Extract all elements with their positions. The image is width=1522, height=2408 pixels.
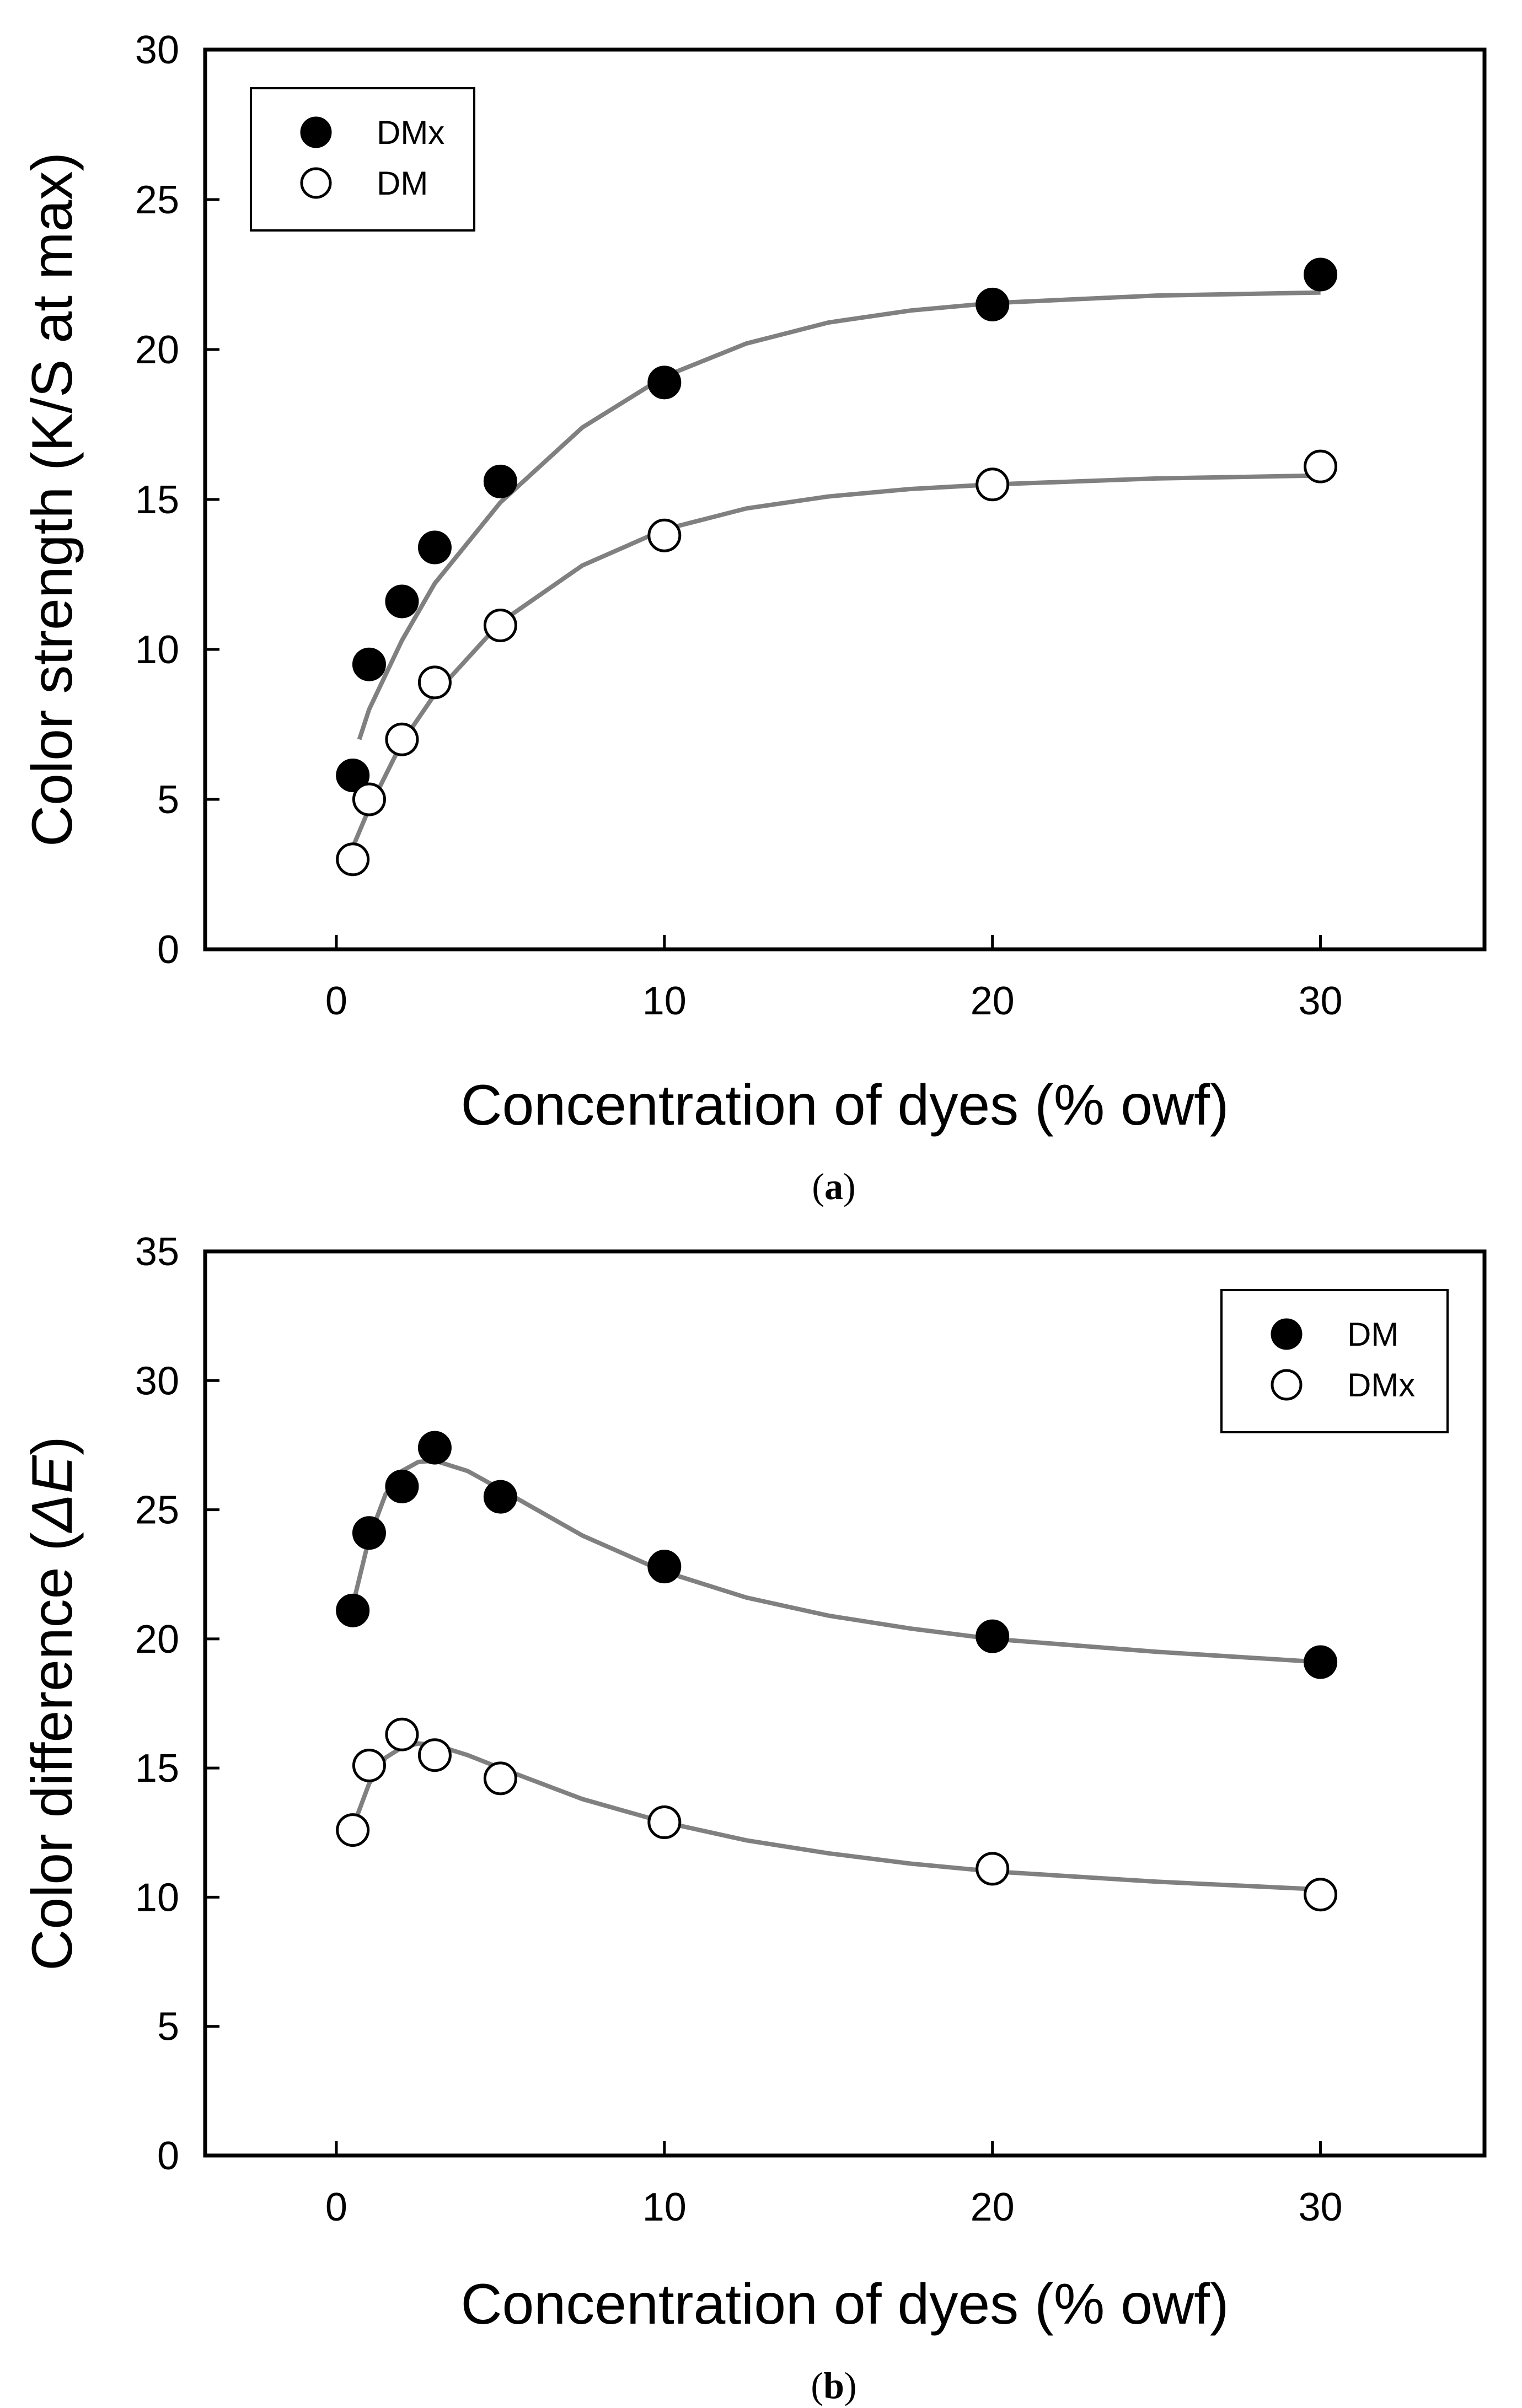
data-point-dm bbox=[336, 1593, 370, 1627]
y-axis-label-suffix: ) bbox=[20, 1436, 84, 1455]
y-tick-label: 0 bbox=[157, 928, 179, 972]
y-axis-label-prefix: Color difference ( bbox=[20, 1532, 84, 1971]
data-point-dm bbox=[483, 1480, 517, 1514]
caption-close-paren: ) bbox=[843, 1165, 856, 1207]
legend: DM DMx bbox=[1220, 1289, 1449, 1433]
data-point-dmx bbox=[336, 1813, 370, 1847]
data-point-dm bbox=[1304, 1645, 1338, 1679]
x-tick-label: 0 bbox=[325, 2185, 347, 2229]
panel-b: 0 5 10 15 20 25 30 35 0 10 20 30 Concentration of dy… bbox=[20, 1230, 1487, 2406]
legend-marker-dmx bbox=[1271, 1369, 1303, 1401]
data-point-dmx bbox=[483, 1761, 517, 1796]
panel-a: 0 5 10 15 20 25 30 0 10 20 30 Concentration of dyes… bbox=[20, 28, 1487, 1207]
data-point-dm bbox=[417, 665, 452, 700]
y-tick-label: 5 bbox=[157, 2005, 179, 2049]
data-point-dmx bbox=[352, 1748, 386, 1782]
fit-line-dmx bbox=[350, 1741, 1321, 1892]
x-tick-label: 30 bbox=[1299, 2185, 1343, 2229]
legend-marker-dm bbox=[1271, 1318, 1303, 1350]
y-tick-label: 0 bbox=[157, 2134, 179, 2178]
y-tick-label: 5 bbox=[157, 778, 179, 822]
x-tick-label: 10 bbox=[642, 979, 687, 1023]
fit-line-dm bbox=[351, 473, 1321, 848]
caption-letter: b bbox=[823, 2364, 844, 2406]
caption-close-paren: ) bbox=[844, 2364, 857, 2406]
y-axis-label: Color difference (ΔE) bbox=[20, 1436, 84, 1971]
data-point-dmx bbox=[1304, 257, 1338, 292]
x-tick-label: 30 bbox=[1299, 979, 1343, 1023]
data-point-dm bbox=[352, 1516, 386, 1550]
panel-caption: (b) bbox=[811, 2364, 856, 2406]
y-tick-label: 15 bbox=[135, 1746, 179, 1791]
caption-open-paren: ( bbox=[811, 2364, 823, 2406]
legend: DMx DM bbox=[250, 87, 475, 232]
legend-marker-dmx bbox=[300, 116, 332, 148]
x-tick-label: 20 bbox=[971, 979, 1015, 1023]
x-axis-label: Concentration of dyes (% owf) bbox=[460, 2272, 1229, 2336]
y-tick-label: 20 bbox=[135, 1617, 179, 1662]
x-tick-label: 10 bbox=[642, 2185, 687, 2229]
data-point-dm bbox=[483, 608, 517, 642]
y-tick-label: 10 bbox=[135, 1875, 179, 1920]
legend-label: DMx bbox=[1347, 1367, 1415, 1404]
legend-label: DMx bbox=[377, 114, 444, 151]
data-point-dm bbox=[647, 1550, 682, 1584]
data-point-dmx bbox=[417, 1738, 452, 1772]
legend-box bbox=[1220, 1289, 1449, 1433]
data-point-dmx bbox=[483, 464, 517, 498]
y-tick-label: 30 bbox=[135, 28, 179, 72]
data-point-dm bbox=[417, 1431, 452, 1465]
y-tick-label: 25 bbox=[135, 178, 179, 222]
fit-line-dmx bbox=[357, 290, 1321, 740]
y-tick-label: 30 bbox=[135, 1359, 179, 1403]
data-point-dmx bbox=[417, 530, 452, 565]
data-point-dm bbox=[385, 1469, 419, 1503]
data-point-dmx bbox=[385, 584, 419, 619]
data-point-dmx bbox=[336, 758, 370, 792]
data-point-dm bbox=[647, 518, 682, 552]
panel-caption: (a) bbox=[812, 1165, 855, 1207]
legend-label: DM bbox=[1347, 1316, 1398, 1353]
data-point-dmx bbox=[385, 1717, 419, 1751]
caption-open-paren: ( bbox=[812, 1165, 824, 1207]
y-tick-label: 10 bbox=[135, 628, 179, 672]
y-axis-label: Color strength (K/S at max) bbox=[20, 152, 84, 847]
data-point-dm bbox=[352, 782, 386, 816]
plot-frame bbox=[203, 1249, 1487, 2158]
data-point-dm bbox=[385, 722, 419, 756]
x-tick-label: 20 bbox=[971, 2185, 1015, 2229]
data-point-dmx bbox=[647, 366, 682, 400]
legend-marker-dm bbox=[300, 167, 332, 199]
data-point-dmx bbox=[1304, 1878, 1338, 1912]
y-tick-label: 35 bbox=[135, 1230, 179, 1274]
data-point-dm bbox=[976, 467, 1010, 502]
y-tick-label: 20 bbox=[135, 328, 179, 372]
caption-letter: a bbox=[824, 1165, 843, 1207]
x-axis-label: Concentration of dyes (% owf) bbox=[460, 1073, 1229, 1137]
legend-box bbox=[250, 87, 475, 232]
data-point-dmx bbox=[976, 1852, 1010, 1886]
y-tick-label: 25 bbox=[135, 1488, 179, 1533]
data-point-dm bbox=[1304, 449, 1338, 483]
data-point-dmx bbox=[352, 647, 386, 681]
y-tick-label: 15 bbox=[135, 478, 179, 522]
y-axis-label-symbol: ΔE bbox=[20, 1454, 84, 1534]
data-point-dmx bbox=[647, 1805, 682, 1840]
data-point-dmx bbox=[976, 287, 1010, 321]
legend-label: DM bbox=[377, 165, 428, 202]
x-tick-label: 0 bbox=[325, 979, 347, 1023]
data-point-dm bbox=[976, 1619, 1010, 1653]
data-point-dm bbox=[336, 842, 370, 877]
